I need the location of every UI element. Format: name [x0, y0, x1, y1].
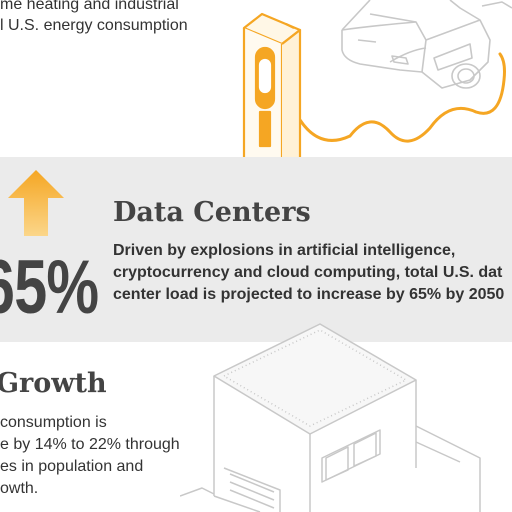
up-arrow-icon [8, 170, 64, 236]
house-illustration [180, 323, 481, 512]
growth-line-1: consumption is [0, 414, 107, 431]
growth-line-4: owth. [0, 480, 39, 497]
growth-title: Growth [0, 368, 107, 399]
electric-car-illustration [341, 0, 512, 89]
data-centers-section [0, 157, 512, 342]
data-centers-line-2: cryptocurrency and cloud computing, tota… [113, 264, 503, 281]
growth-line-3: es in population and [0, 458, 144, 475]
growth-line-2: e by 14% to 22% through [0, 436, 180, 453]
data-centers-stat: 65% [0, 245, 99, 330]
data-centers-line-3: center load is projected to increase by … [113, 286, 505, 303]
top-paragraph-line-2: l U.S. energy consumption [0, 17, 188, 34]
data-centers-title: Data Centers [113, 197, 311, 228]
top-paragraph: me heating and industrial l U.S. energy … [0, 0, 260, 36]
data-centers-line-1: Driven by explosions in artificial intel… [113, 242, 456, 259]
charging-cable [298, 52, 506, 143]
data-centers-description: Driven by explosions in artificial intel… [113, 240, 512, 306]
growth-description: consumption is e by 14% to 22% through e… [0, 412, 210, 500]
top-paragraph-line-1: me heating and industrial [0, 0, 179, 13]
